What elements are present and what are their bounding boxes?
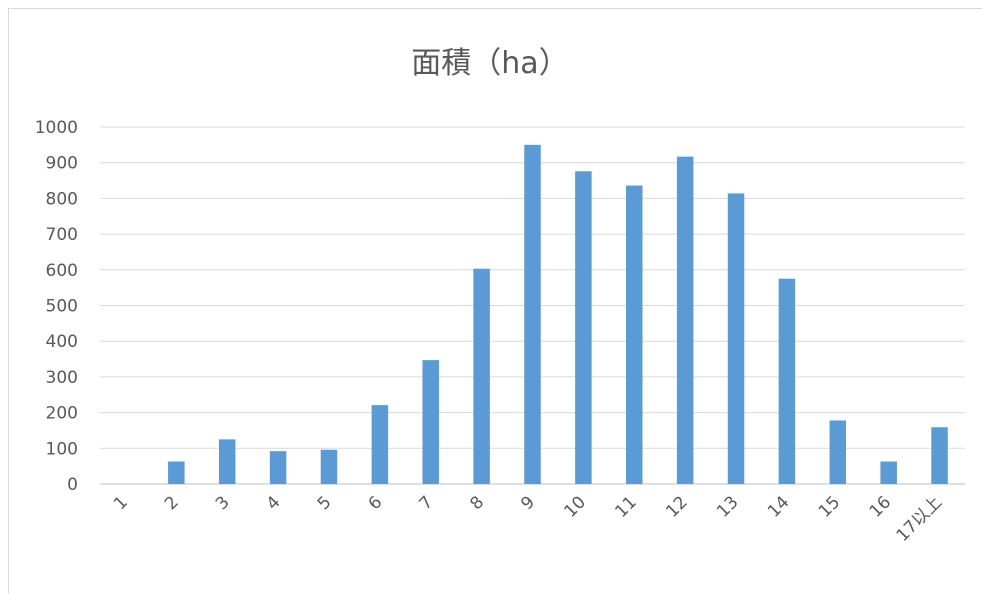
y-tick-label: 600 bbox=[46, 261, 78, 281]
y-tick-label: 400 bbox=[46, 332, 78, 352]
x-tick-label: 1 bbox=[110, 492, 132, 514]
bar-12 bbox=[676, 156, 694, 485]
bar-6 bbox=[371, 405, 389, 484]
y-tick-label: 200 bbox=[46, 404, 78, 424]
x-tick-label: 10 bbox=[560, 492, 589, 521]
chart-frame bbox=[8, 8, 982, 593]
y-tick-label: 700 bbox=[46, 225, 78, 245]
bar-15 bbox=[829, 420, 847, 484]
y-tick-label: 1000 bbox=[35, 118, 78, 138]
y-tick-label: 500 bbox=[46, 297, 78, 317]
bar-2 bbox=[168, 461, 185, 484]
x-tick-label: 8 bbox=[466, 492, 488, 514]
x-tick-label: 9 bbox=[517, 492, 539, 514]
bar-4 bbox=[269, 451, 287, 484]
y-tick-label: 300 bbox=[46, 368, 78, 388]
bars bbox=[168, 144, 948, 485]
bar-10 bbox=[575, 171, 592, 484]
x-tick-label: 16 bbox=[866, 492, 895, 521]
x-tick-label: 15 bbox=[815, 492, 844, 521]
x-tick-label: 14 bbox=[764, 492, 793, 521]
bar-14 bbox=[778, 278, 796, 484]
x-tick-label: 4 bbox=[263, 492, 285, 514]
bar-11 bbox=[626, 185, 643, 484]
bar-5 bbox=[320, 449, 338, 484]
chart-title: 面積（ha） bbox=[411, 46, 568, 81]
y-tick-label: 800 bbox=[46, 189, 78, 209]
x-tick-label: 12 bbox=[662, 492, 691, 521]
x-tick-label: 11 bbox=[611, 492, 640, 521]
bar-7 bbox=[422, 360, 439, 484]
x-tick-label: 3 bbox=[212, 492, 234, 514]
bar-8 bbox=[473, 268, 490, 484]
y-axis-ticks: 0 100 200 300 400 500 600 700 800 900 1000 bbox=[35, 118, 78, 495]
bar-13 bbox=[727, 193, 745, 485]
x-tick-label: 5 bbox=[314, 492, 336, 514]
y-tick-label: 900 bbox=[46, 154, 78, 174]
x-tick-label: 2 bbox=[161, 492, 183, 514]
y-tick-label: 0 bbox=[67, 475, 78, 495]
x-tick-label: 6 bbox=[365, 492, 387, 514]
bar-9 bbox=[524, 144, 541, 484]
x-tick-label: 17以上 bbox=[893, 492, 946, 545]
y-tick-label: 100 bbox=[46, 439, 78, 459]
x-tick-label: 13 bbox=[713, 492, 742, 521]
bar-17以上 bbox=[931, 427, 948, 484]
bar-16 bbox=[880, 461, 897, 484]
bar-3 bbox=[218, 439, 236, 484]
x-tick-label: 7 bbox=[415, 492, 437, 514]
